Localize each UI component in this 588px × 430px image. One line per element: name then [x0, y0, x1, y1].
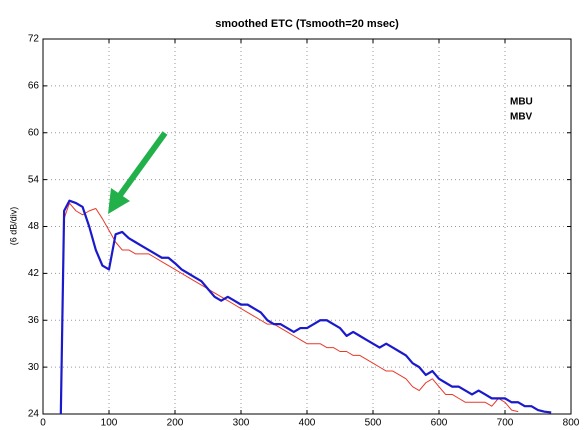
x-tick-label: 600 — [431, 418, 448, 429]
x-tick-label: 500 — [365, 418, 382, 429]
x-tick-label: 400 — [299, 418, 316, 429]
y-tick-label: 30 — [28, 362, 40, 373]
x-tick-label: 0 — [40, 418, 46, 429]
arrow-head — [108, 188, 130, 214]
y-tick-label: 54 — [28, 174, 40, 185]
y-tick-label: 48 — [28, 221, 40, 232]
chart-title: smoothed ETC (Tsmooth=20 msec) — [215, 18, 399, 30]
legend-label: MBV — [510, 112, 533, 123]
x-tick-label: 800 — [563, 418, 580, 429]
series-line — [60, 202, 519, 415]
legend-label: MBU — [510, 97, 533, 108]
y-tick-label: 42 — [28, 268, 40, 279]
series-line — [59, 199, 552, 415]
y-tick-label: 36 — [28, 315, 40, 326]
y-tick-label: 24 — [28, 409, 40, 420]
y-tick-label: 60 — [28, 127, 40, 138]
x-tick-label: 200 — [167, 418, 184, 429]
y-axis-label: (6 dB/div) — [8, 207, 18, 246]
x-tick-label: 300 — [233, 418, 250, 429]
x-tick-label: 700 — [497, 418, 514, 429]
x-tick-label: 100 — [101, 418, 118, 429]
arrow-shaft — [115, 131, 168, 200]
y-tick-label: 66 — [28, 81, 40, 92]
y-tick-label: 72 — [28, 34, 40, 45]
plot-area — [42, 38, 572, 415]
plot-frame — [42, 38, 572, 415]
